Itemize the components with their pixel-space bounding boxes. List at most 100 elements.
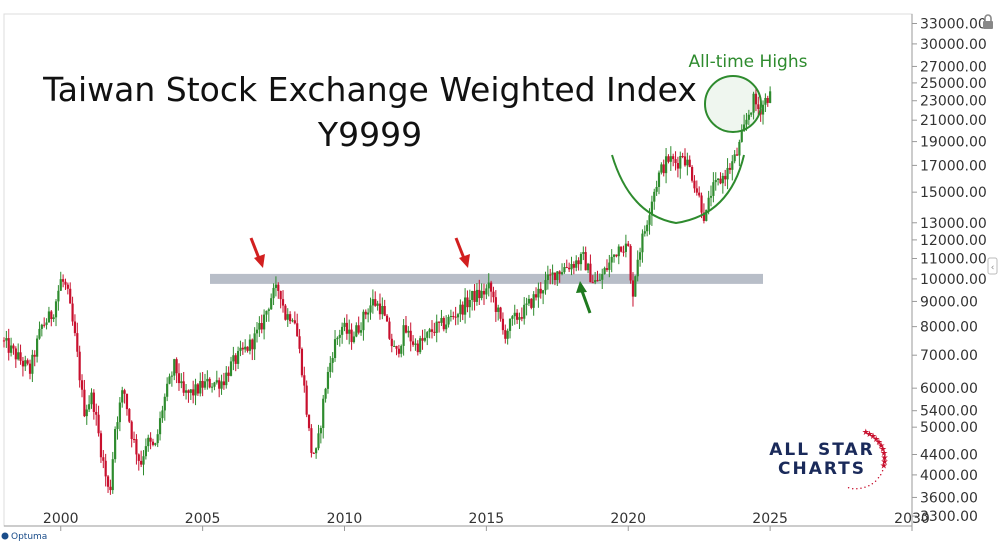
- candle: [7, 328, 10, 361]
- candle: [688, 155, 691, 168]
- candle: [463, 288, 467, 324]
- candle: [123, 388, 126, 404]
- candle: [52, 314, 55, 323]
- candle: [154, 442, 157, 447]
- candle: [310, 424, 313, 458]
- candle: [669, 146, 672, 171]
- candle: [421, 329, 424, 350]
- candle: [750, 112, 753, 117]
- candle: [563, 262, 566, 274]
- candle: [712, 172, 715, 203]
- candle: [97, 405, 100, 437]
- x-tick-label: 2005: [185, 511, 221, 527]
- candle: [229, 356, 233, 377]
- candle: [764, 93, 767, 112]
- candle: [683, 148, 687, 167]
- candle: [85, 404, 88, 425]
- candle: [617, 244, 620, 265]
- logo-star: •: [881, 469, 884, 475]
- candle: [33, 350, 36, 367]
- candle: [232, 346, 235, 371]
- candle: [497, 304, 500, 321]
- candle: [284, 303, 287, 321]
- candle: [158, 411, 162, 441]
- candle: [90, 388, 93, 409]
- candle: [724, 169, 727, 187]
- candle: [21, 356, 25, 377]
- candle: [114, 426, 117, 463]
- candle: [135, 434, 138, 465]
- candle: [355, 322, 358, 338]
- candle: [326, 366, 330, 394]
- candle: [298, 329, 301, 354]
- candle: [757, 96, 760, 117]
- candle: [556, 270, 559, 286]
- candle: [324, 387, 327, 403]
- candle: [409, 322, 412, 352]
- candle: [584, 246, 587, 271]
- logo-star: ★: [879, 445, 887, 455]
- candle: [246, 346, 249, 353]
- candle: [449, 309, 453, 322]
- candle: [433, 322, 436, 336]
- candle: [194, 378, 197, 406]
- candle: [454, 306, 457, 326]
- candle: [376, 300, 379, 311]
- candle: [24, 355, 27, 372]
- candle: [598, 273, 601, 281]
- candle: [359, 322, 363, 336]
- candle: [132, 431, 136, 443]
- candle: [274, 276, 278, 297]
- candle: [220, 374, 223, 395]
- candle: [447, 314, 450, 328]
- candle: [357, 316, 360, 335]
- candle: [459, 299, 462, 322]
- candle: [104, 453, 107, 487]
- lock-icon[interactable]: [983, 14, 993, 29]
- candle: [605, 259, 609, 272]
- candle: [258, 316, 261, 337]
- candle: [348, 319, 351, 345]
- candle: [636, 250, 639, 282]
- candle: [603, 266, 606, 275]
- candle: [319, 425, 322, 444]
- logo-star: •: [879, 472, 882, 478]
- candle: [672, 153, 675, 167]
- candle: [322, 394, 325, 439]
- candle: [674, 151, 677, 171]
- candle: [478, 279, 481, 305]
- logo-text-allstar: ALL STAR: [769, 440, 875, 460]
- candle: [390, 333, 393, 353]
- axis-scroll-handle[interactable]: ‹: [987, 257, 998, 275]
- candle: [546, 265, 549, 290]
- candle: [130, 420, 133, 448]
- logo-star: •: [859, 486, 862, 492]
- y-tick-label: 4400.00: [920, 448, 978, 464]
- y-tick-label: 12000.00: [920, 233, 987, 249]
- y-tick-label: 5000.00: [920, 420, 978, 436]
- candle: [430, 320, 434, 339]
- candle: [504, 324, 507, 344]
- candle: [577, 257, 580, 271]
- candle: [331, 352, 334, 373]
- candle: [364, 309, 367, 320]
- candle: [655, 180, 658, 196]
- candle: [92, 389, 95, 420]
- candle: [679, 151, 682, 179]
- candle: [565, 259, 568, 269]
- candle: [388, 317, 391, 340]
- svg-text:‹: ‹: [991, 263, 995, 273]
- candle: [83, 379, 86, 418]
- candle: [620, 246, 623, 253]
- optuma-logo-icon: [1, 532, 9, 540]
- candle: [452, 311, 455, 320]
- candle: [234, 353, 237, 372]
- candle: [624, 234, 627, 258]
- candle: [76, 322, 79, 358]
- candle: [511, 315, 514, 326]
- candle: [513, 304, 516, 325]
- logo-star: ★: [880, 457, 888, 467]
- candle: [549, 268, 552, 285]
- candle: [681, 152, 684, 159]
- candle: [45, 318, 48, 330]
